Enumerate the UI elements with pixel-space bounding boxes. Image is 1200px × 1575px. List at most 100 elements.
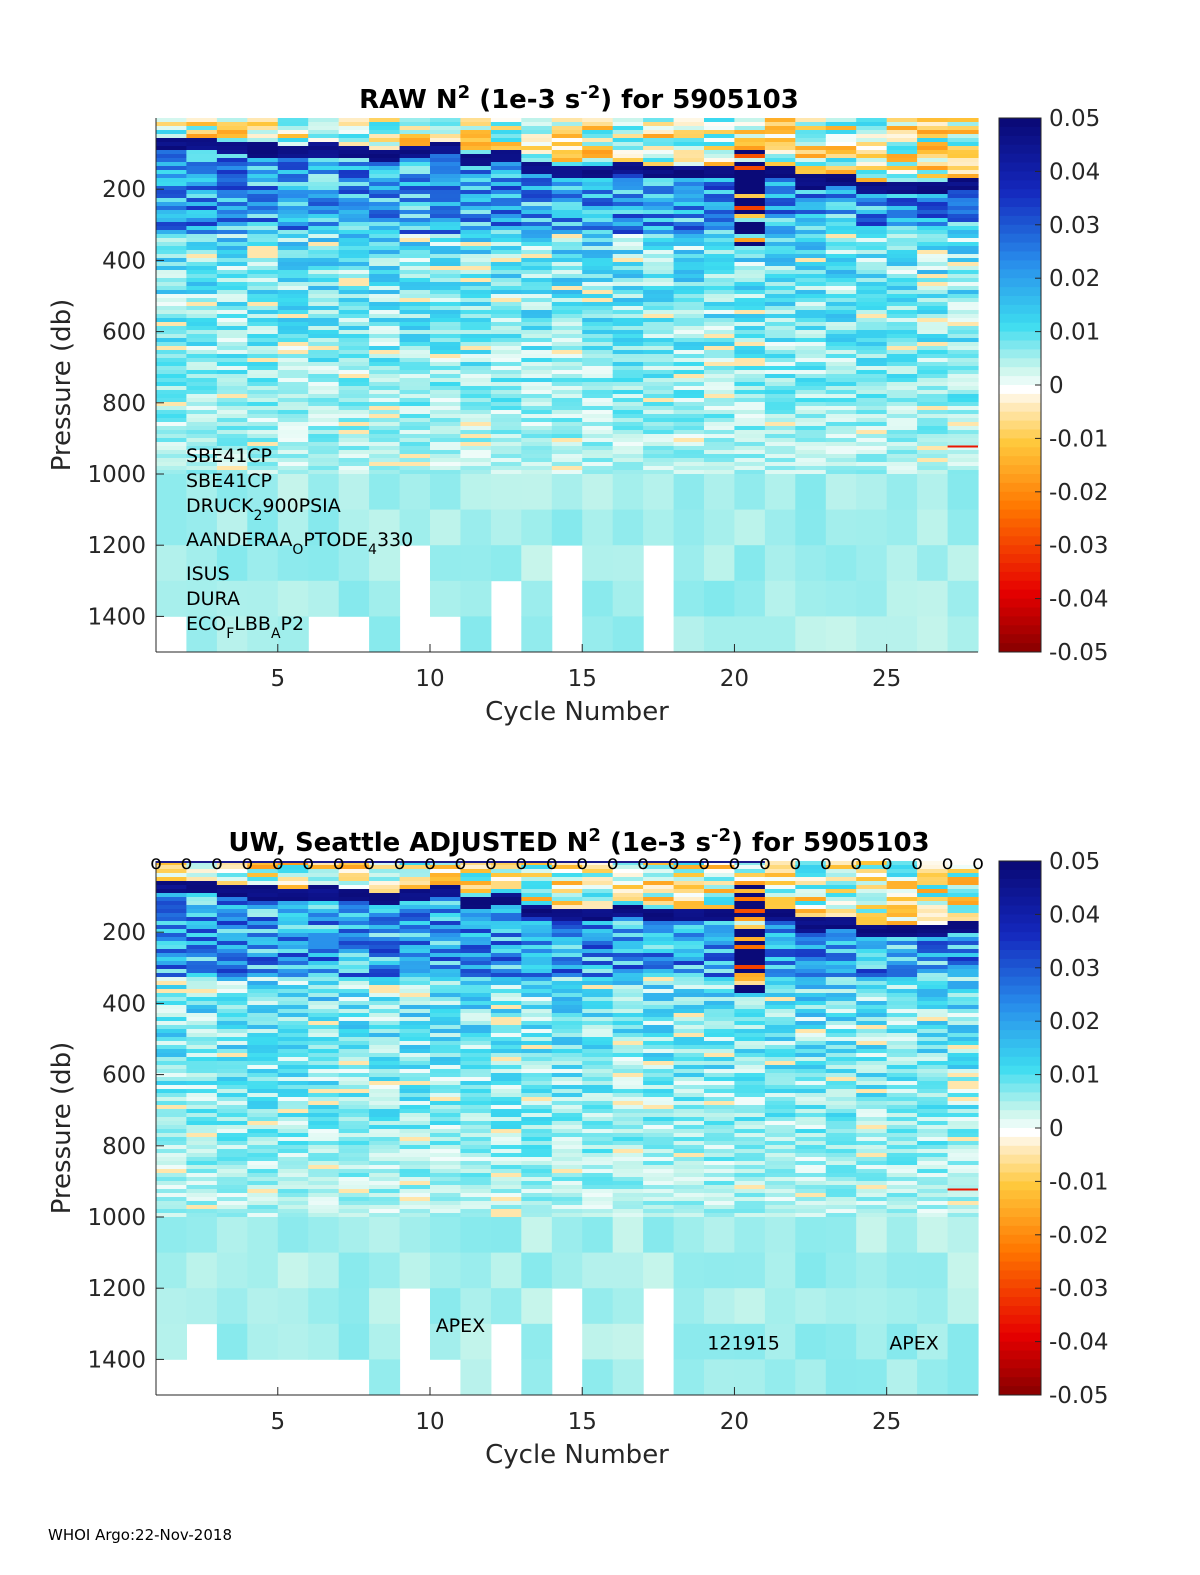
heatmap-cell bbox=[308, 394, 340, 399]
heatmap-cell bbox=[795, 881, 827, 886]
heatmap-cell bbox=[551, 1029, 583, 1034]
heatmap-cell bbox=[673, 1185, 705, 1190]
heatmap-cell bbox=[643, 913, 675, 918]
heatmap-cell bbox=[734, 1137, 766, 1142]
heatmap-cell bbox=[825, 282, 857, 287]
heatmap-cell bbox=[551, 925, 583, 930]
heatmap-cell bbox=[582, 1141, 614, 1146]
heatmap-cell bbox=[308, 450, 340, 455]
heatmap-cell bbox=[947, 394, 979, 399]
heatmap-cell bbox=[886, 282, 918, 287]
heatmap-cell bbox=[430, 1141, 461, 1146]
heatmap-cell bbox=[399, 877, 431, 882]
heatmap-cell bbox=[673, 1323, 705, 1360]
heatmap-cell bbox=[490, 1117, 522, 1122]
heatmap-cell bbox=[582, 1025, 614, 1030]
x-tick-label: 15 bbox=[568, 666, 597, 692]
heatmap-cell bbox=[430, 218, 461, 223]
heatmap-cell bbox=[734, 334, 766, 339]
heatmap-cell bbox=[369, 1005, 401, 1010]
heatmap-cell bbox=[399, 362, 431, 367]
heatmap-cell bbox=[704, 1213, 735, 1218]
heatmap-cell bbox=[764, 454, 796, 459]
heatmap-cell bbox=[764, 346, 796, 351]
heatmap-cell bbox=[460, 1009, 492, 1014]
heatmap-cell bbox=[825, 1021, 857, 1026]
heatmap-cell bbox=[308, 342, 340, 347]
heatmap-cell bbox=[216, 1041, 248, 1046]
heatmap-cell bbox=[460, 238, 492, 243]
heatmap-cell bbox=[704, 877, 735, 882]
heatmap-cell bbox=[612, 354, 644, 359]
heatmap-cell bbox=[764, 993, 796, 998]
heatmap-cell bbox=[825, 466, 857, 471]
heatmap-cell bbox=[247, 366, 279, 371]
heatmap-cell bbox=[460, 873, 492, 878]
heatmap-cell bbox=[643, 226, 675, 231]
heatmap-cell bbox=[521, 394, 553, 399]
heatmap-cell bbox=[795, 302, 827, 307]
colorbar-segment bbox=[999, 144, 1041, 155]
heatmap-cell bbox=[612, 1157, 644, 1162]
heatmap-cell bbox=[338, 949, 370, 954]
heatmap-cell bbox=[338, 1017, 370, 1022]
heatmap-cell bbox=[156, 146, 187, 151]
heatmap-cell bbox=[521, 1213, 553, 1218]
heatmap-cell bbox=[917, 270, 949, 275]
heatmap-cell bbox=[704, 162, 735, 167]
heatmap-cell bbox=[795, 1153, 827, 1158]
heatmap-cell bbox=[308, 142, 340, 147]
heatmap-column bbox=[156, 118, 187, 617]
heatmap-cell bbox=[643, 130, 675, 135]
heatmap-cell bbox=[521, 1189, 553, 1194]
heatmap-cell bbox=[430, 378, 461, 383]
heatmap-cell bbox=[612, 190, 644, 195]
heatmap-cell bbox=[643, 122, 675, 127]
heatmap-cell bbox=[460, 198, 492, 203]
colorbar-tick-label: -0.03 bbox=[1049, 533, 1109, 559]
heatmap-cell bbox=[216, 330, 248, 335]
heatmap-cell bbox=[277, 1193, 309, 1198]
heatmap-cell bbox=[399, 442, 431, 447]
heatmap-cell bbox=[247, 434, 279, 439]
heatmap-cell bbox=[247, 885, 279, 890]
heatmap-cell bbox=[917, 158, 949, 163]
heatmap-cell bbox=[947, 222, 979, 227]
heatmap-cell bbox=[399, 993, 431, 998]
heatmap-cell bbox=[551, 1041, 583, 1046]
heatmap-cell bbox=[643, 366, 675, 371]
heatmap-cell bbox=[825, 298, 857, 303]
heatmap-cell bbox=[764, 881, 796, 886]
heatmap-cell bbox=[643, 426, 675, 431]
heatmap-cell bbox=[399, 354, 431, 359]
heatmap-cell bbox=[308, 290, 340, 295]
heatmap-cell bbox=[369, 186, 401, 191]
heatmap-cell bbox=[612, 134, 644, 139]
heatmap-cell bbox=[430, 370, 461, 375]
heatmap-cell bbox=[277, 446, 309, 451]
heatmap-cell bbox=[856, 937, 888, 942]
heatmap-cell bbox=[430, 917, 461, 922]
heatmap-cell bbox=[277, 230, 309, 235]
heatmap-cell bbox=[156, 302, 187, 307]
heatmap-cell bbox=[795, 142, 827, 147]
heatmap-cell bbox=[460, 545, 492, 582]
heatmap-cell bbox=[430, 350, 461, 355]
heatmap-cell bbox=[186, 1149, 218, 1154]
heatmap-cell bbox=[399, 170, 431, 175]
heatmap-cell bbox=[277, 1125, 309, 1130]
heatmap-cell bbox=[186, 897, 218, 902]
heatmap-cell bbox=[551, 1089, 583, 1094]
heatmap-cell bbox=[277, 1141, 309, 1146]
heatmap-cell bbox=[277, 150, 309, 155]
heatmap-cell bbox=[856, 1145, 888, 1150]
heatmap-cell bbox=[643, 1021, 675, 1026]
heatmap-cell bbox=[764, 394, 796, 399]
heatmap-cell bbox=[734, 318, 766, 323]
heatmap-cell bbox=[399, 861, 431, 866]
colorbar-segment bbox=[999, 589, 1041, 600]
heatmap-cell bbox=[308, 945, 340, 950]
heatmap-cell bbox=[338, 969, 370, 974]
heatmap-cell bbox=[825, 965, 857, 970]
heatmap-cell bbox=[643, 450, 675, 455]
